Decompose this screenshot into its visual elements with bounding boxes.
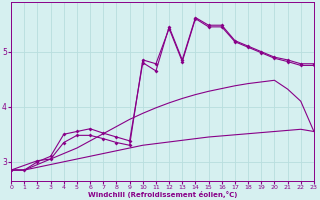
X-axis label: Windchill (Refroidissement éolien,°C): Windchill (Refroidissement éolien,°C): [88, 191, 237, 198]
